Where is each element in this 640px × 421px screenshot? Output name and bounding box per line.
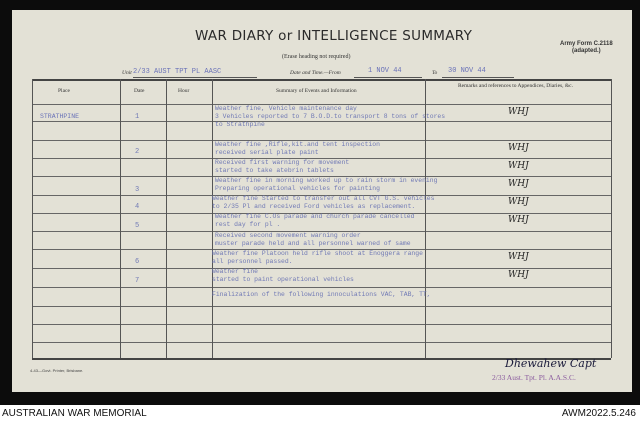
column-rule xyxy=(212,79,213,358)
column-rule xyxy=(120,79,121,358)
table-rule xyxy=(32,231,611,232)
summary-line: Weather fine Started to transfer out all… xyxy=(212,195,435,202)
table-rule xyxy=(32,121,611,122)
form-number: Army Form C.2118 xyxy=(560,41,613,47)
entry-date: 1 xyxy=(135,113,140,121)
remark-initials: WHJ xyxy=(508,215,529,225)
table-rule xyxy=(32,268,611,269)
entry-summary: Received first warning for movement start… xyxy=(215,159,349,175)
date-from-label: Date and Time.—From xyxy=(290,70,341,76)
date-to: 30 NOV 44 xyxy=(448,67,486,75)
entry-place: STRATHPINE xyxy=(40,113,80,120)
form-note: (adapted.) xyxy=(572,48,601,54)
col-place: Place xyxy=(58,88,70,94)
summary-line: started to paint operational vehicles xyxy=(212,276,354,283)
summary-line: Received first warning for movement xyxy=(215,159,350,166)
form-id: Army Form C.2118 (adapted.) xyxy=(560,41,613,55)
remark-initials: WHJ xyxy=(508,252,529,262)
entry-summary: Weather fine Platoon held rifle shoot at… xyxy=(212,250,423,266)
entry-summary: Weather fine in morning worked up to rai… xyxy=(215,177,437,193)
remark-initials: WHJ xyxy=(508,197,529,207)
summary-line: Weather fine Platoon held rifle shoot at… xyxy=(212,250,423,257)
table-rule xyxy=(32,195,611,196)
summary-line: 3 Vehicles reported to 7 B.O.D.to transp… xyxy=(215,113,446,120)
entry-summary: Finalization of the following innoculati… xyxy=(212,283,431,299)
col-remarks: Remarks and references to Appendices, Di… xyxy=(458,83,573,89)
printer-note: 4-43—Govt. Printer, Brisbane. xyxy=(30,368,84,373)
entry-date: 4 xyxy=(135,203,140,211)
column-rule xyxy=(611,79,612,358)
summary-line: Preparing operational vehicles for paint… xyxy=(215,185,380,192)
table-rule xyxy=(32,342,611,343)
table-rule xyxy=(32,324,611,325)
footer-source: AUSTRALIAN WAR MEMORIAL xyxy=(2,408,147,419)
summary-line: started to take atebrin tablets xyxy=(215,167,334,174)
table-rule xyxy=(32,358,611,360)
footer-accession: AWM2022.5.246 xyxy=(561,408,636,419)
entry-summary: Received second movement warning order mu… xyxy=(215,232,411,248)
remark-initials: WHJ xyxy=(508,107,529,117)
unit-stamp: 2/33 Aust. Tpt. Pl. A.A.S.C. xyxy=(492,373,576,382)
col-hour: Hour xyxy=(178,88,190,94)
summary-line: rest day for pl . xyxy=(215,221,281,228)
summary-line xyxy=(212,283,431,291)
table-rule xyxy=(32,79,611,81)
column-rule xyxy=(425,79,426,358)
col-date: Date xyxy=(134,88,145,94)
table-rule xyxy=(32,287,611,288)
unit-label: Unit xyxy=(122,70,132,76)
table-rule xyxy=(32,213,611,214)
remark-initials: WHJ xyxy=(508,179,529,189)
unit-value: 2/33 AUST TPT PL AASC xyxy=(133,68,222,76)
entry-date: 5 xyxy=(135,222,140,230)
summary-line: Weather fine xyxy=(212,268,259,275)
summary-line: muster parade held and all personnel war… xyxy=(215,240,411,247)
table-rule xyxy=(32,306,611,307)
page-title: WAR DIARY or INTELLIGENCE SUMMARY xyxy=(195,28,473,44)
summary-line: Finalization of the following innoculati… xyxy=(212,291,431,298)
col-summary: Summary of Events and Information xyxy=(276,88,357,94)
summary-line: to Strathpine xyxy=(215,121,265,128)
summary-line: Weather fine ,Rifle,kit.and tent inspect… xyxy=(215,141,380,148)
signature: Dhewahew Capt xyxy=(505,357,597,370)
remark-initials: WHJ xyxy=(508,143,529,153)
subtitle: (Erase heading not required) xyxy=(282,54,351,60)
table-rule xyxy=(32,158,611,159)
summary-line: to 2/35 Pl and received Ford vehicles as… xyxy=(212,203,416,210)
table-rule xyxy=(32,249,611,250)
entry-date: 2 xyxy=(135,148,140,156)
column-rule xyxy=(166,79,167,358)
summary-line: Weather fine C.Os parade and church para… xyxy=(215,213,415,220)
table-rule xyxy=(32,176,611,177)
summary-line: Weather fine in morning worked up to rai… xyxy=(215,177,438,184)
table-rule xyxy=(32,104,611,105)
entry-summary: Weather fine ,Rifle,kit.and tent inspect… xyxy=(215,141,380,157)
entry-date: 3 xyxy=(135,186,140,194)
entry-summary: Weather fine started to paint operational… xyxy=(212,268,354,284)
entry-summary: Weather fine, Vehicle maintenance day 3 V… xyxy=(215,105,445,129)
summary-line: all personnel passed. xyxy=(212,258,293,265)
entry-date: 6 xyxy=(135,258,140,266)
diary-page xyxy=(12,10,632,392)
date-from: 1 NOV 44 xyxy=(368,67,402,75)
entry-summary: Weather fine Started to transfer out all… xyxy=(212,195,434,211)
summary-line: Received second movement warning order xyxy=(215,232,361,239)
date-to-label: To xyxy=(432,70,438,76)
table-rule xyxy=(32,140,611,141)
remark-initials: WHJ xyxy=(508,161,529,171)
remark-initials: WHJ xyxy=(508,270,529,280)
entry-summary: Weather fine C.Os parade and church para… xyxy=(215,213,414,229)
column-rule xyxy=(32,79,33,358)
entry-date: 7 xyxy=(135,277,140,285)
summary-line: Weather fine, Vehicle maintenance day xyxy=(215,105,357,112)
summary-line: received serial plate paint xyxy=(215,149,319,156)
